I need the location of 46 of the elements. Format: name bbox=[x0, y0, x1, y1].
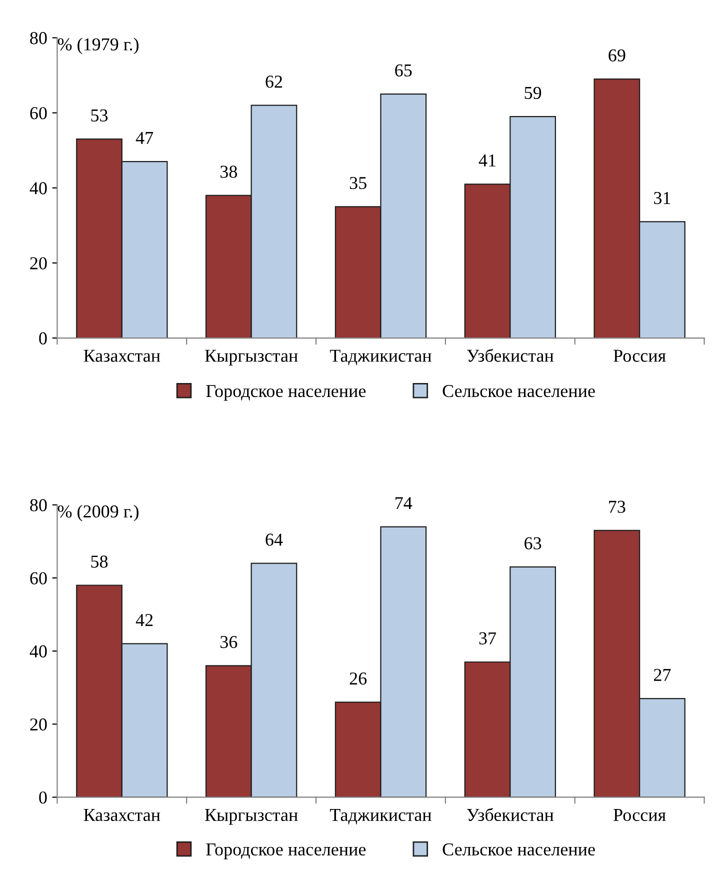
x-tick-label: Таджикистан bbox=[330, 809, 432, 824]
y-tick-label: 80 bbox=[30, 499, 47, 512]
chart-title: % (2009 г.) bbox=[58, 504, 138, 522]
y-tick-label: 40 bbox=[30, 182, 47, 194]
data-label: 37 bbox=[479, 632, 496, 644]
data-label: 64 bbox=[266, 534, 283, 546]
data-label: 58 bbox=[91, 556, 108, 568]
data-label: 63 bbox=[524, 537, 542, 550]
data-label: 31 bbox=[654, 192, 670, 204]
legend-label: Сельское население bbox=[442, 384, 595, 398]
y-tick-label: 0 bbox=[39, 791, 47, 804]
legend-label: Городское население bbox=[206, 844, 366, 860]
chart-title: % (1979 г.) bbox=[58, 38, 138, 54]
data-label: 47 bbox=[136, 132, 154, 144]
data-label: 26 bbox=[350, 672, 367, 685]
data-label: 27 bbox=[654, 668, 671, 681]
legend-label: Сельское население bbox=[442, 843, 595, 856]
x-tick-label: Кыргызстан bbox=[205, 350, 298, 366]
data-label: 53 bbox=[91, 109, 108, 122]
y-tick-label: 40 bbox=[30, 645, 47, 658]
x-tick-label: Кыргызстан bbox=[205, 809, 298, 825]
y-tick-label: 60 bbox=[30, 107, 47, 120]
x-tick-label: Казахстан bbox=[84, 809, 160, 822]
data-label: 36 bbox=[220, 636, 238, 648]
y-tick-label: 80 bbox=[30, 32, 47, 44]
data-label: 65 bbox=[395, 64, 412, 76]
legend-label: Городское население bbox=[206, 385, 366, 401]
data-label: 42 bbox=[136, 614, 153, 626]
x-tick-label: Казахстан bbox=[84, 350, 160, 362]
data-label: 62 bbox=[266, 76, 282, 88]
data-label: 59 bbox=[524, 86, 542, 100]
data-label: 69 bbox=[608, 49, 626, 62]
x-tick-label: Таджикистан bbox=[330, 350, 432, 366]
data-label: 74 bbox=[396, 497, 412, 510]
x-tick-label: Узбекистан bbox=[466, 348, 554, 362]
y-tick-label: 20 bbox=[30, 718, 47, 731]
x-tick-label: Россия bbox=[614, 809, 666, 822]
y-tick-label: 60 bbox=[30, 572, 47, 584]
data-label: 35 bbox=[350, 176, 366, 190]
data-label: 38 bbox=[220, 166, 238, 178]
y-tick-label: 20 bbox=[30, 257, 47, 270]
data-label: 73 bbox=[609, 500, 626, 513]
y-tick-label: 0 bbox=[39, 332, 47, 344]
data-label: 41 bbox=[478, 154, 496, 166]
x-tick-label: Россия bbox=[614, 350, 666, 362]
x-tick-label: Узбекистан bbox=[466, 808, 554, 822]
